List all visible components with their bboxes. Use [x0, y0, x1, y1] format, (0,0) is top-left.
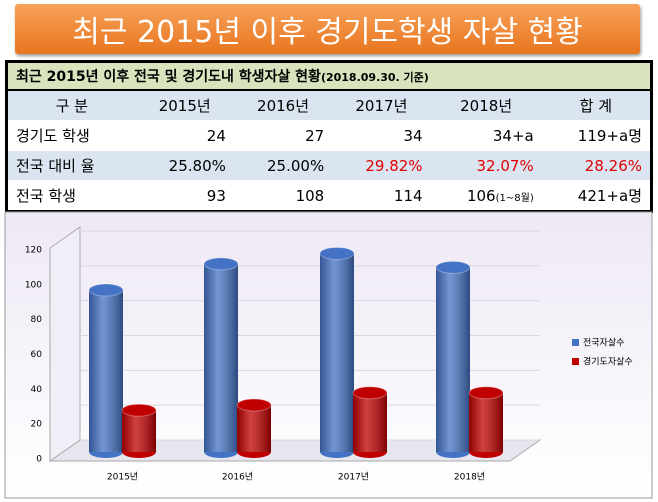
- header-cell: 2016년: [233, 90, 333, 121]
- bar-shade: [353, 392, 387, 452]
- table-cell: 421+a명: [541, 180, 652, 212]
- x-tick-label: 2018년: [454, 472, 485, 483]
- cell-text: 93: [206, 186, 226, 205]
- header-cell: 합 계: [541, 90, 652, 121]
- table-cell: 106(1~8월): [430, 180, 542, 212]
- cylinder-top: [319, 246, 355, 260]
- header-cell: 2015년: [135, 90, 234, 121]
- bar-shade: [237, 404, 271, 452]
- cell-text: 119+a명: [577, 127, 642, 145]
- cell-text: 34+a: [492, 126, 534, 145]
- header-cell: 구 분: [6, 90, 136, 121]
- cell-text: 전국 학생: [16, 187, 76, 205]
- x-tick-label: 2016년: [222, 472, 253, 483]
- table-title-cell: 최근 2015년 이후 전국 및 경기도내 학생자살 현황(2018.09.30…: [6, 61, 652, 91]
- table-row: 전국 학생 93 108 114 106(1~8월) 421+a명: [6, 180, 652, 212]
- cell-text: 106: [466, 186, 496, 205]
- table-cell: 34: [332, 120, 431, 151]
- header-cell: 2017년: [332, 90, 431, 121]
- legend-label: 경기도자살수: [583, 356, 633, 368]
- cylinder-top: [121, 403, 157, 417]
- bar-shade: [122, 410, 156, 452]
- cell-text: 27: [305, 126, 325, 145]
- cell-text: 34: [403, 126, 423, 145]
- cell-text: 전국 대비 율: [16, 157, 95, 175]
- table-cell: 전국 학생: [6, 180, 136, 212]
- cell-text: 25.00%: [267, 156, 325, 175]
- table-cell: 25.80%: [135, 150, 234, 181]
- cell-text: 28.26%: [584, 156, 642, 175]
- bar-shade: [89, 290, 123, 452]
- table-cell: 25.00%: [233, 150, 333, 181]
- table-row: 전국 대비 율 25.80% 25.00% 29.82% 32.07% 28.26%: [6, 150, 652, 181]
- table-cell: 전국 대비 율: [6, 150, 136, 181]
- banner-title: 최근 2015년 이후 경기도학생 자살 현황: [15, 4, 640, 54]
- x-tick-label: 2017년: [338, 472, 369, 483]
- header-cell: 2018년: [430, 90, 542, 121]
- table-note: (2018.09.30. 기준): [320, 71, 429, 84]
- table-cell: 32.07%: [430, 150, 542, 181]
- cell-text: 24: [206, 126, 226, 145]
- cell-text: 25.80%: [168, 156, 226, 175]
- y-tick-label: 20: [31, 420, 43, 430]
- y-tick-label: 0: [36, 455, 42, 465]
- cell-text: 경기도 학생: [16, 127, 90, 145]
- cylinder-top: [435, 260, 471, 274]
- legend-swatch: [572, 339, 579, 346]
- header-row: 구 분 2015년 2016년 2017년 2018년 합 계: [6, 90, 652, 121]
- y-tick-label: 80: [31, 315, 43, 325]
- y-tick-label: 40: [31, 385, 43, 395]
- legend-label: 전국자살수: [583, 338, 624, 349]
- table-cell: 93: [135, 180, 234, 212]
- table-cell: 경기도 학생: [6, 120, 136, 151]
- cylinder-top: [352, 386, 388, 400]
- cylinder-top: [203, 257, 239, 271]
- x-tick-label: 2015년: [107, 472, 138, 483]
- table-cell: 29.82%: [332, 150, 431, 181]
- cell-text: 108: [295, 186, 325, 205]
- stats-table: 최근 2015년 이후 전국 및 경기도내 학생자살 현황(2018.09.30…: [5, 60, 653, 213]
- cell-text: 114: [393, 186, 423, 205]
- cell-note: (1~8월): [495, 192, 534, 204]
- table-cell: 27: [233, 120, 333, 151]
- table-cell: 108: [233, 180, 333, 212]
- table-title: 최근 2015년 이후 전국 및 경기도내 학생자살 현황: [16, 69, 321, 85]
- cell-text: 32.07%: [476, 156, 534, 175]
- table-cell: 28.26%: [541, 150, 652, 181]
- y-tick-label: 60: [31, 350, 43, 360]
- table-cell: 119+a명: [541, 120, 652, 151]
- y-tick-label: 120: [25, 246, 42, 256]
- y-tick-label: 100: [25, 280, 42, 290]
- cylinder-top: [88, 283, 124, 297]
- side-wall: [49, 226, 81, 462]
- bar-shade: [204, 263, 238, 452]
- cell-text: 421+a명: [577, 187, 642, 205]
- legend-swatch: [572, 358, 579, 365]
- bar-shade: [436, 267, 470, 452]
- cell-text: 29.82%: [365, 156, 423, 175]
- cylinder-top: [236, 398, 272, 412]
- table-cell: 34+a: [430, 120, 542, 151]
- cylinder-top: [468, 386, 504, 400]
- table-row: 경기도 학생 24 27 34 34+a 119+a명: [6, 120, 652, 151]
- table-cell: 24: [135, 120, 234, 151]
- table-cell: 114: [332, 180, 431, 212]
- bar-shade: [320, 253, 354, 452]
- bar-shade: [469, 392, 503, 452]
